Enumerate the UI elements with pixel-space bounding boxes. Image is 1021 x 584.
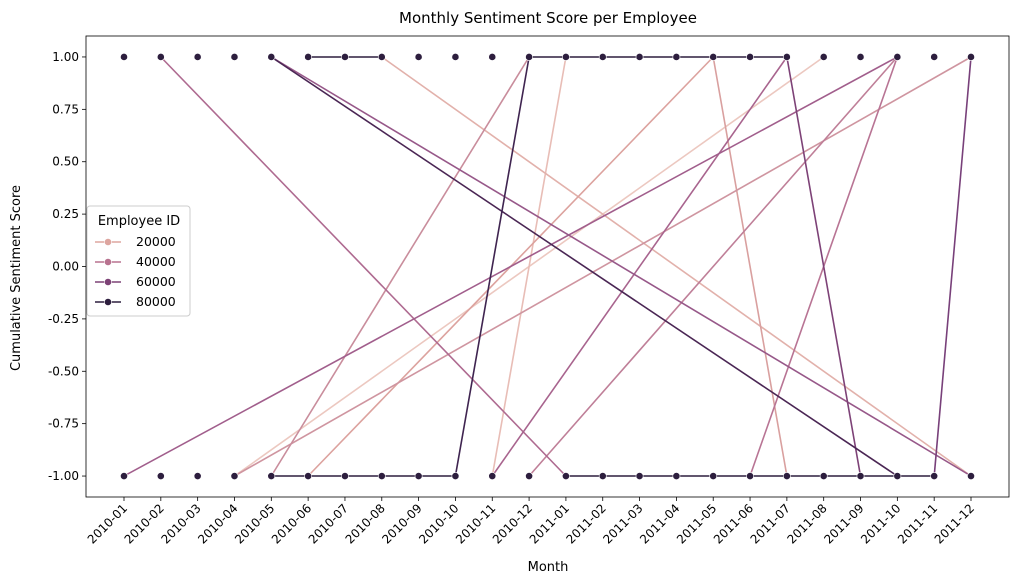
- legend-frame: [86, 205, 191, 317]
- data-point: [230, 53, 239, 61]
- legend-label: 80000: [136, 294, 176, 309]
- data-point: [451, 472, 460, 480]
- data-point: [193, 53, 202, 61]
- data-point: [341, 53, 349, 61]
- series-line: [234, 56, 972, 477]
- data-point: [156, 472, 165, 480]
- data-point: [414, 53, 423, 61]
- series-line: [123, 56, 898, 477]
- data-point: [893, 53, 902, 61]
- series-line: [454, 56, 530, 477]
- data-point: [930, 472, 939, 480]
- data-point: [746, 472, 754, 480]
- legend-swatch-marker: [104, 258, 112, 266]
- data-point: [856, 53, 865, 61]
- data-point: [893, 472, 902, 480]
- data-point: [525, 53, 533, 61]
- legend-swatch-marker: [104, 278, 112, 286]
- data-point: [930, 53, 939, 61]
- y-tick-label: 0.00: [52, 260, 79, 274]
- data-point: [635, 472, 644, 480]
- data-point: [341, 472, 349, 480]
- data-point: [267, 53, 276, 61]
- x-axis-label: Month: [528, 560, 569, 575]
- series-line: [933, 56, 972, 477]
- legend-label: 20000: [136, 234, 176, 249]
- data-point: [709, 53, 718, 61]
- data-point: [782, 472, 791, 480]
- y-tick-label: -1.00: [48, 469, 79, 483]
- data-point: [304, 472, 313, 480]
- data-point: [120, 53, 128, 61]
- y-tick-label: -0.50: [48, 364, 79, 378]
- data-point: [598, 472, 607, 480]
- series-line: [491, 56, 567, 477]
- data-point: [120, 472, 128, 480]
- series-line: [786, 56, 862, 477]
- legend-label: 40000: [136, 254, 176, 269]
- data-point: [967, 53, 975, 61]
- data-point: [562, 472, 570, 480]
- data-point: [156, 53, 165, 61]
- series-line: [528, 56, 898, 477]
- y-tick-label: 1.00: [52, 50, 79, 64]
- legend-label: 60000: [136, 274, 176, 289]
- y-tick-label: -0.75: [48, 417, 79, 431]
- legend-swatch-marker: [104, 298, 112, 306]
- x-tick-label: 2011-12: [932, 501, 977, 546]
- series-line: [712, 56, 788, 477]
- data-point: [525, 472, 533, 480]
- chart-title: Monthly Sentiment Score per Employee: [399, 9, 697, 27]
- data-point: [488, 472, 497, 480]
- y-tick-label: 0.75: [52, 102, 79, 116]
- data-point: [562, 53, 570, 61]
- data-point: [746, 53, 754, 61]
- y-tick-label: 0.25: [52, 207, 79, 221]
- legend-title: Employee ID: [98, 214, 180, 229]
- data-point: [782, 53, 791, 61]
- data-point: [304, 53, 313, 61]
- data-point: [193, 472, 202, 480]
- series-line: [270, 56, 972, 477]
- data-point: [230, 472, 239, 480]
- data-point: [819, 472, 828, 480]
- data-point: [377, 53, 386, 61]
- data-point: [967, 472, 975, 480]
- y-axis-label: Cumulative Sentiment Score: [9, 185, 24, 371]
- y-tick-label: -0.25: [48, 312, 79, 326]
- series-line: [270, 56, 530, 477]
- data-point: [598, 53, 607, 61]
- data-point: [451, 53, 460, 61]
- legend: Employee ID 20000 40000 60000 80000: [86, 205, 191, 317]
- data-point: [267, 472, 276, 480]
- series-line: [381, 56, 972, 477]
- plot-area: -1.00 -0.75 -0.50 -0.25 0.00 0.25 0.50 0.75 1.00…: [48, 35, 1010, 547]
- data-point: [414, 472, 423, 480]
- series-line: [270, 56, 898, 477]
- data-point: [672, 53, 681, 61]
- data-point: [819, 53, 828, 61]
- data-point: [488, 53, 497, 61]
- data-point: [635, 53, 644, 61]
- data-point: [377, 472, 386, 480]
- data-point: [856, 472, 865, 480]
- y-tick-label: 0.50: [52, 155, 79, 169]
- series-line: [160, 56, 567, 477]
- data-point: [672, 472, 681, 480]
- data-point: [709, 472, 718, 480]
- legend-swatch-marker: [104, 238, 112, 246]
- axes-frame: [85, 35, 1010, 498]
- series-line: [491, 56, 788, 477]
